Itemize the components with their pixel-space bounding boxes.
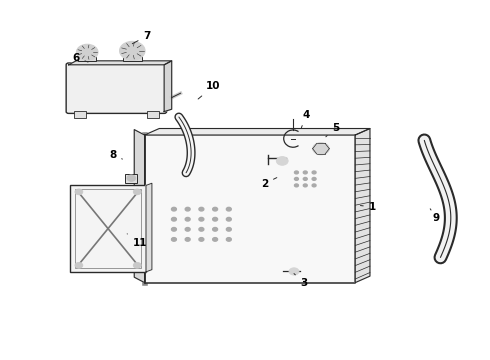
Bar bbox=[74, 111, 86, 118]
Circle shape bbox=[199, 217, 204, 221]
Circle shape bbox=[289, 268, 299, 275]
Circle shape bbox=[213, 217, 218, 221]
Text: 6: 6 bbox=[73, 53, 88, 63]
Text: 2: 2 bbox=[261, 177, 277, 189]
Circle shape bbox=[213, 228, 218, 231]
Circle shape bbox=[172, 217, 176, 221]
Circle shape bbox=[226, 228, 231, 231]
Circle shape bbox=[75, 262, 83, 268]
Text: 1: 1 bbox=[361, 202, 376, 212]
Bar bbox=[145, 135, 355, 283]
FancyBboxPatch shape bbox=[66, 63, 167, 113]
Bar bbox=[75, 189, 141, 268]
Circle shape bbox=[199, 207, 204, 211]
Text: 4: 4 bbox=[301, 110, 310, 128]
Circle shape bbox=[226, 207, 231, 211]
Circle shape bbox=[199, 238, 204, 241]
Circle shape bbox=[294, 184, 298, 187]
Circle shape bbox=[312, 177, 316, 180]
Polygon shape bbox=[164, 61, 171, 112]
Polygon shape bbox=[134, 130, 145, 283]
Text: 8: 8 bbox=[109, 150, 122, 160]
Circle shape bbox=[303, 177, 307, 180]
Circle shape bbox=[185, 217, 190, 221]
Text: 9: 9 bbox=[430, 209, 440, 223]
Circle shape bbox=[127, 175, 136, 181]
Bar bbox=[125, 174, 137, 183]
Circle shape bbox=[294, 171, 298, 174]
Circle shape bbox=[172, 228, 176, 231]
Circle shape bbox=[120, 41, 145, 60]
Text: 5: 5 bbox=[326, 123, 339, 137]
Circle shape bbox=[133, 189, 141, 195]
Circle shape bbox=[75, 189, 83, 195]
Bar bbox=[122, 56, 142, 61]
Circle shape bbox=[172, 238, 176, 241]
Circle shape bbox=[199, 228, 204, 231]
Circle shape bbox=[312, 171, 316, 174]
Text: 11: 11 bbox=[127, 234, 147, 248]
Circle shape bbox=[303, 184, 307, 187]
Circle shape bbox=[172, 207, 176, 211]
Circle shape bbox=[313, 143, 329, 155]
Bar bbox=[78, 57, 96, 61]
Polygon shape bbox=[146, 183, 152, 272]
Text: 3: 3 bbox=[294, 274, 307, 288]
Circle shape bbox=[294, 177, 298, 180]
Circle shape bbox=[303, 171, 307, 174]
Circle shape bbox=[185, 238, 190, 241]
Text: 10: 10 bbox=[198, 81, 220, 99]
Bar bbox=[70, 185, 146, 272]
Circle shape bbox=[213, 238, 218, 241]
Circle shape bbox=[133, 262, 141, 268]
Text: 7: 7 bbox=[132, 31, 151, 44]
Circle shape bbox=[76, 44, 98, 60]
Circle shape bbox=[213, 207, 218, 211]
Circle shape bbox=[312, 184, 316, 187]
Polygon shape bbox=[69, 61, 172, 65]
Circle shape bbox=[226, 238, 231, 241]
Circle shape bbox=[185, 228, 190, 231]
Polygon shape bbox=[145, 129, 370, 135]
Bar bbox=[147, 111, 159, 118]
Circle shape bbox=[276, 157, 288, 165]
Circle shape bbox=[185, 207, 190, 211]
Circle shape bbox=[226, 217, 231, 221]
Polygon shape bbox=[355, 129, 370, 283]
